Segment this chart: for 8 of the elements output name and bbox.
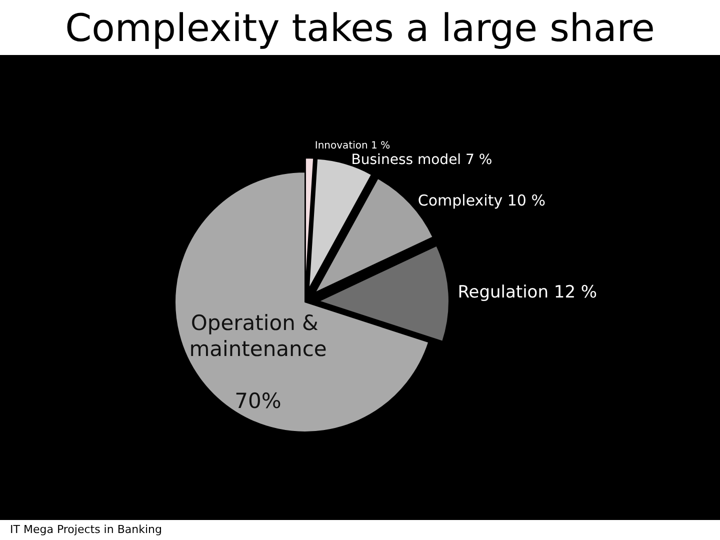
slice-label: Business model 7 % xyxy=(351,152,492,168)
slice-label: Operation & maintenance xyxy=(189,310,327,361)
text: IT Mega Projects in Banking xyxy=(10,523,162,536)
slice-label: Complexity 10 % xyxy=(418,192,546,210)
data-label: 70% xyxy=(234,388,282,413)
slice-label: Innovation 1 % xyxy=(314,140,390,152)
chart-title: Complexity takes a large share xyxy=(65,6,655,50)
slice-label: Regulation 12 % xyxy=(458,282,598,303)
